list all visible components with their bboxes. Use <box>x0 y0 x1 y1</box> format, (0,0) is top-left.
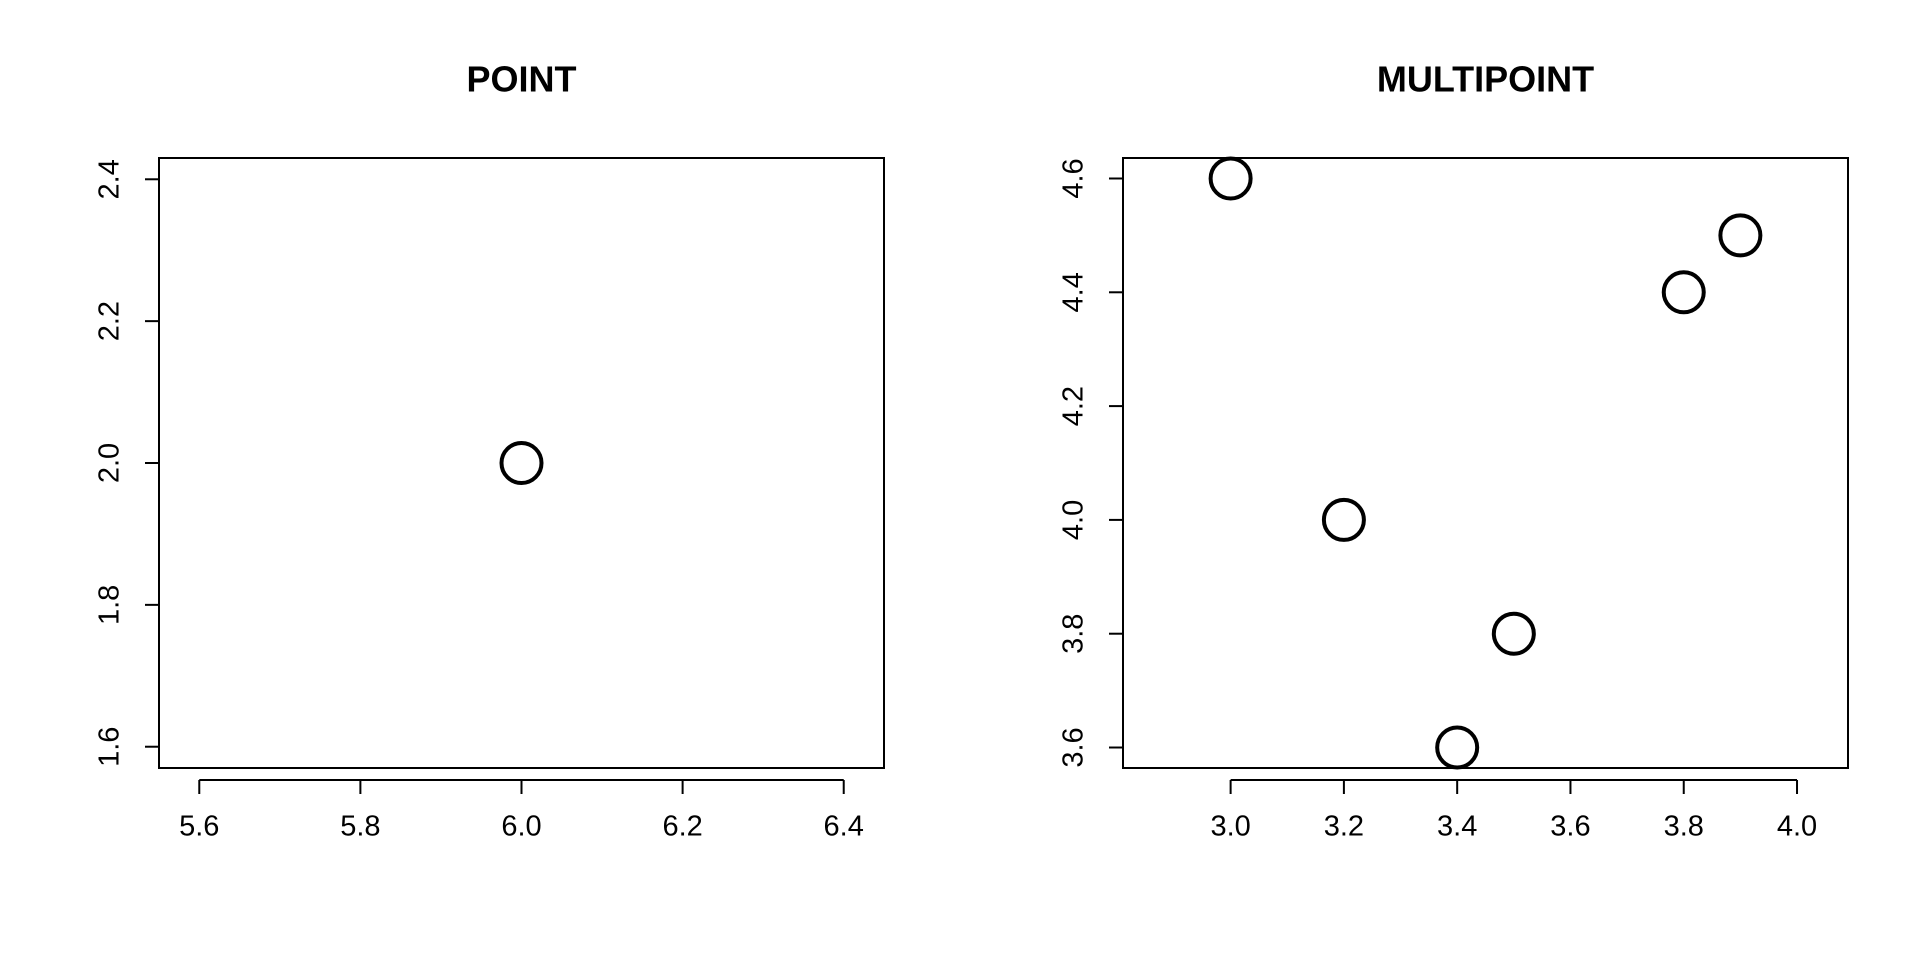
x-tick-label: 3.0 <box>1210 811 1250 843</box>
data-point <box>499 441 544 485</box>
y-tick-label: 4.0 <box>1058 500 1090 540</box>
y-tick-label: 4.6 <box>1058 158 1090 198</box>
x-tick-label: 6.4 <box>824 811 864 843</box>
x-tick-label: 4.0 <box>1777 811 1817 843</box>
chart-panel-2: MULTIPOINT 3.0 3.2 3.4 3.6 3.8 4.0 3.6 3.8 4.0 4.2… <box>1058 59 1849 843</box>
y-tick-label: 1.8 <box>94 585 126 625</box>
chart-title: MULTIPOINT <box>1377 59 1594 100</box>
y-tick-label: 4.2 <box>1058 386 1090 426</box>
x-tick-label: 3.2 <box>1324 811 1364 843</box>
y-tick-label: 3.8 <box>1058 614 1090 654</box>
y-tick-label: 3.6 <box>1058 727 1090 767</box>
chart-title: POINT <box>466 59 576 100</box>
data-point <box>1208 156 1253 201</box>
x-tick-label: 3.8 <box>1664 811 1704 843</box>
x-tick-label: 5.6 <box>179 811 219 843</box>
data-point <box>1435 725 1480 770</box>
x-tick-label: 3.4 <box>1437 811 1477 843</box>
y-tick-label: 4.4 <box>1058 272 1090 312</box>
y-tick-label: 2.2 <box>94 301 126 341</box>
x-tick-label: 3.6 <box>1550 811 1590 843</box>
plot-frame <box>158 157 885 769</box>
data-point <box>1491 611 1536 656</box>
x-tick-label: 6.0 <box>501 811 541 843</box>
x-tick-label: 6.2 <box>662 811 702 843</box>
y-tick-label: 2.4 <box>94 159 126 199</box>
chart-panel-1: POINT 5.6 5.8 6.0 6.2 6.4 1.6 1.8 2.0 2.2 2.4 <box>94 59 885 843</box>
y-tick-label: 2.0 <box>94 443 126 483</box>
data-point <box>1718 213 1763 258</box>
data-point <box>1321 497 1366 542</box>
y-tick-label: 1.6 <box>94 727 126 767</box>
data-point <box>1661 270 1706 315</box>
plot-frame <box>1122 157 1849 769</box>
x-tick-label: 5.8 <box>340 811 380 843</box>
